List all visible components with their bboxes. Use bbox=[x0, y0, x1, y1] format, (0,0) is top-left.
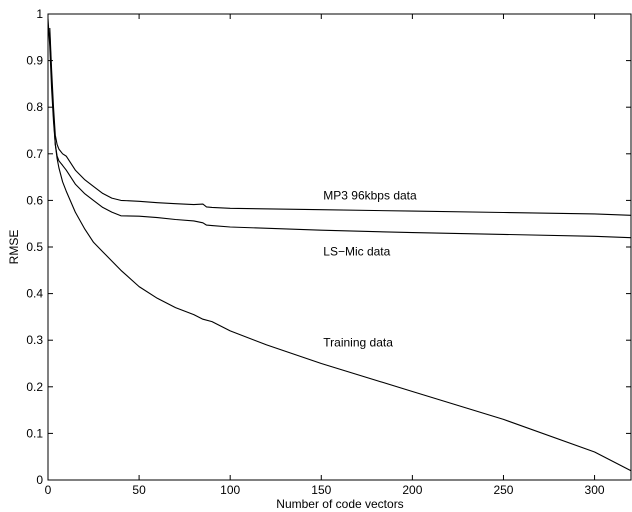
x-axis-label: Number of code vectors bbox=[276, 497, 403, 511]
x-axis-ticks: 0 50 100 150 200 250 300 bbox=[45, 14, 605, 497]
y-tick-label: 1 bbox=[36, 7, 43, 21]
x-tick-label: 250 bbox=[493, 483, 513, 497]
y-tick-label: 0.8 bbox=[26, 100, 43, 114]
y-tick-label: 0.7 bbox=[26, 147, 43, 161]
x-tick-label: 200 bbox=[402, 483, 422, 497]
annotation-mp3-96kbps: MP3 96kbps data bbox=[323, 189, 417, 203]
y-tick-label: 0.2 bbox=[26, 380, 43, 394]
x-tick-label: 100 bbox=[220, 483, 240, 497]
x-tick-label: 150 bbox=[311, 483, 331, 497]
ls-mic-line bbox=[49, 32, 632, 239]
training-line bbox=[47, 18, 632, 472]
annotation-training: Training data bbox=[323, 336, 393, 350]
mp3-96kbps-line bbox=[49, 27, 632, 216]
y-tick-label: 0.9 bbox=[26, 54, 43, 68]
annotations-group: MP3 96kbps data LS−Mic data Training data bbox=[323, 189, 417, 350]
y-tick-label: 0.5 bbox=[26, 240, 43, 254]
annotation-ls-mic: LS−Mic data bbox=[323, 245, 390, 259]
y-axis-ticks: 0 0.1 0.2 0.3 0.4 0.5 0.6 0.7 0.8 0.9 1 bbox=[26, 7, 631, 487]
y-axis-label: RMSE bbox=[7, 230, 21, 265]
y-tick-label: 0 bbox=[36, 473, 43, 487]
y-tick-label: 0.4 bbox=[26, 287, 43, 301]
x-tick-label: 300 bbox=[585, 483, 605, 497]
x-tick-label: 50 bbox=[132, 483, 146, 497]
y-tick-label: 0.1 bbox=[26, 426, 43, 440]
y-tick-label: 0.6 bbox=[26, 193, 43, 207]
series-group bbox=[47, 18, 632, 472]
y-tick-label: 0.3 bbox=[26, 333, 43, 347]
x-tick-label: 0 bbox=[45, 483, 52, 497]
